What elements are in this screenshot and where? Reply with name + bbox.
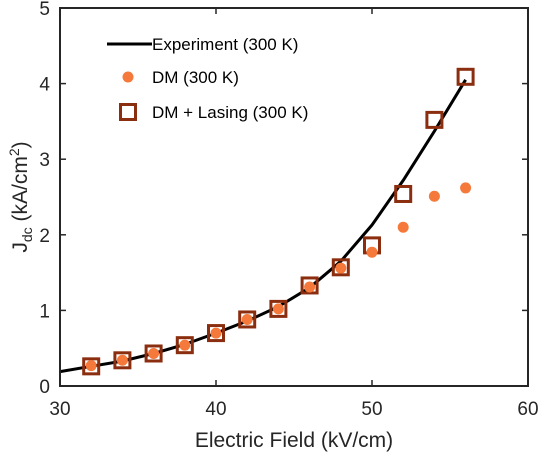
x-axis-title: Electric Field (kV/cm) bbox=[195, 429, 393, 452]
y-axis-title-mid: (kA/cm bbox=[9, 156, 32, 227]
y-axis-title-sup: 2 bbox=[6, 148, 22, 156]
point-dm bbox=[179, 339, 191, 351]
point-dm bbox=[428, 190, 440, 202]
point-dm bbox=[304, 281, 316, 293]
y-tick-label: 0 bbox=[39, 377, 50, 398]
y-tick-label: 1 bbox=[39, 301, 50, 322]
legend-swatch-dm-lasing bbox=[119, 103, 137, 121]
point-dm bbox=[460, 182, 472, 194]
x-tick-label: 60 bbox=[517, 399, 538, 420]
y-axis-title-sub: dc bbox=[19, 227, 35, 242]
point-dm bbox=[241, 313, 253, 325]
legend-swatch-dm bbox=[122, 71, 134, 83]
legend: Experiment (300 K) DM (300 K) DM + Lasin… bbox=[107, 35, 308, 122]
x-tick-label: 30 bbox=[49, 399, 70, 420]
legend-label-experiment: Experiment (300 K) bbox=[152, 35, 298, 54]
legend-label-dm: DM (300 K) bbox=[152, 68, 239, 87]
y-tick-label: 4 bbox=[39, 75, 50, 96]
point-dm-lasing bbox=[207, 324, 225, 343]
y-tick-label: 5 bbox=[39, 0, 50, 20]
point-dm bbox=[397, 221, 409, 233]
point-dm bbox=[366, 246, 378, 258]
point-dm-lasing bbox=[113, 351, 132, 370]
point-dm-lasing bbox=[331, 258, 350, 277]
point-dm bbox=[148, 347, 160, 359]
point-dm-lasing bbox=[300, 276, 319, 295]
point-dm-lasing bbox=[175, 336, 194, 355]
y-axis-title: Jdc (kA/cm2) bbox=[6, 141, 35, 252]
point-dm bbox=[116, 354, 128, 366]
point-dm bbox=[272, 303, 284, 315]
point-dm-lasing bbox=[269, 299, 288, 318]
axis-ticks: 30 40 50 60 0 1 2 3 4 5 bbox=[39, 0, 538, 420]
y-tick-label: 3 bbox=[39, 150, 50, 171]
y-axis-title-end: ) bbox=[9, 141, 32, 148]
y-axis-title-base: J bbox=[9, 242, 32, 253]
point-dm-lasing bbox=[394, 184, 413, 203]
point-dm-lasing bbox=[425, 110, 444, 129]
y-tick-label: 2 bbox=[39, 226, 50, 247]
point-dm bbox=[335, 262, 347, 274]
point-dm-lasing bbox=[82, 357, 101, 376]
x-tick-label: 40 bbox=[205, 399, 226, 420]
point-dm-lasing bbox=[456, 67, 475, 86]
legend-label-dm-lasing: DM + Lasing (300 K) bbox=[152, 103, 308, 122]
plot-frame bbox=[59, 7, 529, 387]
point-dm-lasing bbox=[144, 344, 163, 363]
x-tick-label: 50 bbox=[361, 399, 382, 420]
plot-marks bbox=[59, 67, 475, 376]
point-dm bbox=[210, 327, 222, 339]
point-dm bbox=[85, 360, 97, 372]
point-dm-lasing bbox=[238, 310, 257, 329]
